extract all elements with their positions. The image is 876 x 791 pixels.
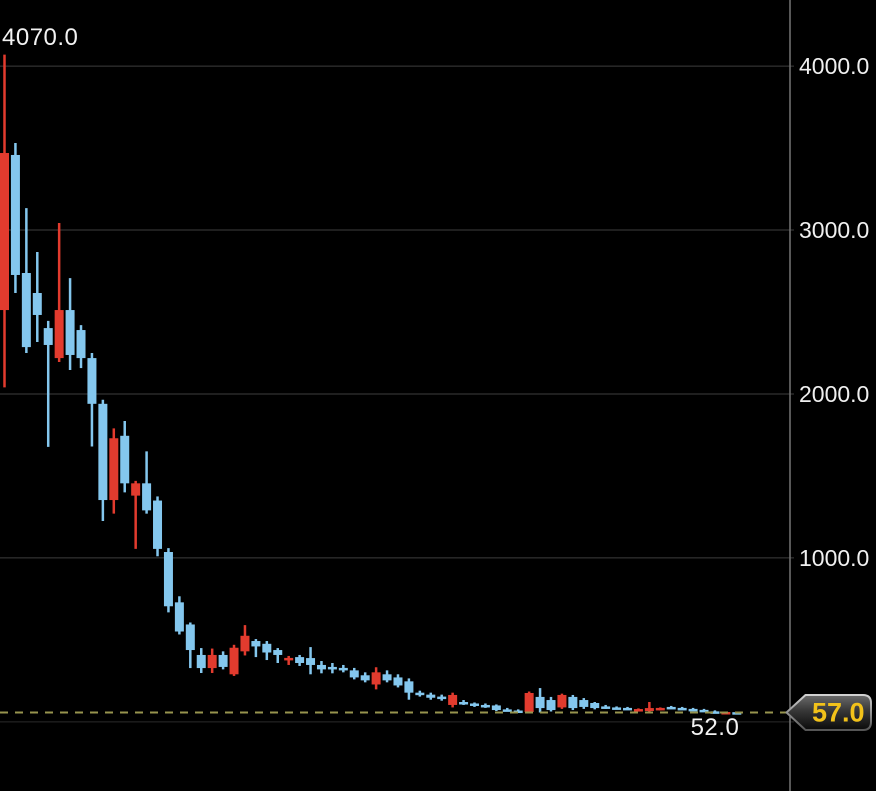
candle-up [524,691,534,713]
candle-down [196,648,206,673]
candle-down [535,688,545,713]
candle-up [131,480,141,549]
candle-down [153,496,163,557]
candle-down [426,692,436,700]
candle-down [579,698,589,709]
candle-down [163,548,173,613]
candle-down [10,143,20,294]
candle-down [491,704,501,712]
candle-down [590,702,600,710]
candle-down [21,208,31,354]
candle-up [557,693,567,709]
candle-up [0,54,9,388]
candle-down [295,654,305,666]
candle-down [76,325,86,369]
y-axis: 4000.0 3000.0 2000.0 1000.0 [789,0,869,791]
candle-down [612,706,622,710]
candle-down [306,647,316,675]
last-price-tag: 57.0 [785,694,872,731]
candle-up [229,644,239,676]
candle-up [644,702,654,713]
candle-down [502,707,512,712]
candle-down [273,648,283,663]
candle-down [513,709,523,714]
candle-down [218,651,228,670]
candle-up [633,708,643,712]
candle-down [120,421,130,493]
candle-down [98,399,108,522]
candle-down [415,690,425,697]
candle-up [448,692,458,708]
candle-down [360,672,370,683]
candle-down [393,674,403,688]
candle-up [240,625,250,656]
candle-down [469,702,479,707]
y-axis-tick-label: 1000.0 [799,545,869,571]
candle-down [142,451,152,514]
candle-down [601,704,611,709]
candle-down [404,678,414,700]
gridlines [0,65,794,723]
candle-down [699,708,709,713]
candle-up [54,223,64,363]
candle-down [437,694,447,701]
last-price-tag-text: 57.0 [812,698,865,728]
candle-down [677,706,687,711]
last-price-tag-shape [785,694,872,731]
candle-up [284,655,294,665]
candle-down [316,661,326,674]
high-price-label: 4070.0 [2,23,79,51]
candle-down [666,705,676,710]
candle-down [459,700,469,705]
candle-down [43,320,53,447]
candle-up [207,648,217,673]
y-axis-tick-label: 2000.0 [799,381,869,407]
candle-down [382,670,392,683]
candle-up [371,667,381,690]
candle-down [262,641,272,661]
candle-down [349,667,359,680]
candle-down [338,664,348,673]
candle-up [655,707,665,711]
candle-down [568,694,578,711]
candle-down [327,662,337,674]
candle-down [174,596,184,635]
candle-down [710,710,720,714]
candles [0,54,742,715]
low-price-label: 52.0 [690,714,740,742]
candle-down [65,278,75,371]
candle-down [480,703,490,708]
y-axis-tick-label: 3000.0 [799,217,869,243]
candle-down [688,707,698,712]
candle-down [251,639,261,658]
y-axis-tick-label: 4000.0 [799,53,869,79]
candle-down [32,252,42,343]
candle-down [185,622,195,669]
candle-down [546,696,556,712]
candle-down [87,353,97,447]
candle-down [623,706,633,711]
candle-up [109,428,119,514]
